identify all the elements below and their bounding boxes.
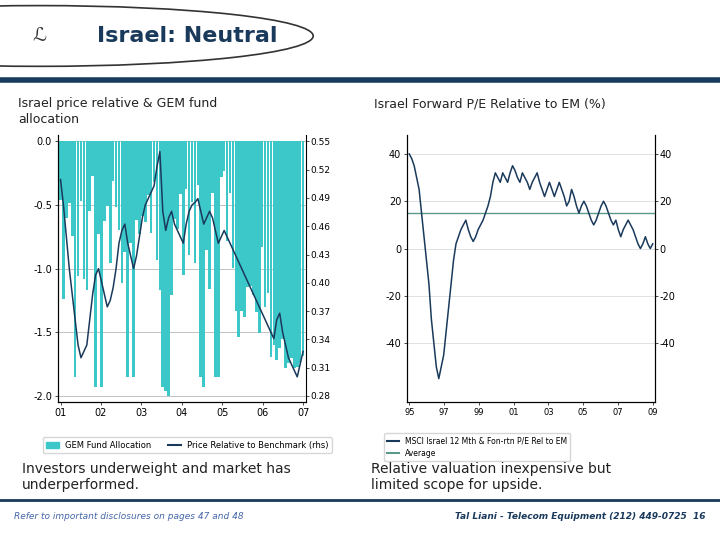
Bar [138, 141, 140, 234]
Bar [185, 141, 187, 188]
Bar [77, 141, 79, 275]
Bar [211, 141, 214, 193]
Bar [284, 141, 287, 368]
Bar [255, 141, 258, 312]
Text: Tal Liani - Telecom Equipment (212) 449-0725  16: Tal Liani - Telecom Equipment (212) 449-… [455, 512, 706, 521]
Bar [290, 141, 293, 358]
Bar [249, 141, 252, 286]
Text: ℒ: ℒ [32, 26, 47, 45]
Bar [223, 141, 225, 171]
Bar [74, 141, 76, 377]
Text: Relative valuation inexpensive but
limited scope for upside.: Relative valuation inexpensive but limit… [371, 462, 611, 492]
Bar [65, 141, 68, 218]
Text: Investors underweight and market has
underperformed.: Investors underweight and market has und… [22, 462, 290, 492]
Bar [59, 141, 62, 200]
Bar [246, 141, 249, 287]
Bar [170, 141, 173, 295]
Text: Israel: Neutral: Israel: Neutral [97, 26, 278, 46]
Bar [83, 141, 85, 279]
Bar [287, 141, 289, 363]
Bar [174, 141, 176, 219]
Bar [197, 141, 199, 185]
Bar [179, 141, 181, 193]
Bar [120, 141, 123, 283]
Bar [188, 141, 190, 255]
Bar [261, 141, 264, 247]
Bar [161, 141, 164, 387]
Bar [68, 141, 71, 203]
Bar [258, 141, 261, 333]
Bar [264, 141, 266, 307]
Bar [302, 141, 305, 356]
Bar [199, 141, 202, 377]
Bar [176, 141, 179, 230]
Bar [164, 141, 167, 391]
Bar [266, 141, 269, 293]
Bar [150, 141, 153, 233]
Bar [158, 141, 161, 289]
Bar [238, 141, 240, 337]
Bar [112, 141, 114, 180]
Legend: GEM Fund Allocation, Price Relative to Benchmark (rhs): GEM Fund Allocation, Price Relative to B… [42, 437, 332, 453]
Bar [89, 141, 91, 211]
Bar [208, 141, 211, 289]
Legend: MSCI Israel 12 Mth & Fon-rtn P/E Rel to EM, Average: MSCI Israel 12 Mth & Fon-rtn P/E Rel to … [384, 433, 570, 461]
Text: Israel Forward P/E Relative to EM (%): Israel Forward P/E Relative to EM (%) [374, 97, 606, 110]
Bar [135, 141, 138, 220]
Bar [147, 141, 150, 195]
Bar [144, 141, 147, 222]
Bar [273, 141, 275, 345]
Bar [117, 141, 120, 230]
Bar [127, 141, 129, 377]
Text: Israel price relative & GEM fund
allocation: Israel price relative & GEM fund allocat… [18, 97, 217, 126]
Text: Refer to important disclosures on pages 47 and 48: Refer to important disclosures on pages … [14, 512, 244, 521]
Bar [202, 141, 205, 387]
Bar [182, 141, 184, 275]
Bar [100, 141, 103, 387]
Bar [226, 141, 228, 241]
Bar [109, 141, 112, 263]
Bar [276, 141, 278, 360]
Bar [156, 141, 158, 260]
Bar [232, 141, 234, 268]
Bar [124, 141, 126, 252]
Bar [86, 141, 88, 290]
Bar [282, 141, 284, 339]
Bar [130, 141, 132, 244]
Bar [243, 141, 246, 316]
Bar [62, 141, 65, 299]
Bar [235, 141, 237, 311]
Bar [71, 141, 73, 236]
Bar [141, 141, 144, 216]
Bar [114, 141, 117, 207]
Bar [293, 141, 296, 368]
Bar [153, 141, 156, 181]
Bar [194, 141, 197, 262]
Bar [240, 141, 243, 311]
Bar [252, 141, 255, 294]
Bar [167, 141, 170, 396]
Bar [217, 141, 220, 377]
Bar [205, 141, 208, 250]
Bar [106, 141, 109, 206]
Bar [191, 141, 194, 202]
Bar [279, 141, 281, 348]
Bar [214, 141, 217, 377]
Bar [299, 141, 302, 363]
Bar [80, 141, 82, 201]
Bar [229, 141, 231, 193]
Bar [220, 141, 222, 177]
Bar [132, 141, 135, 377]
Bar [91, 141, 94, 176]
Bar [296, 141, 299, 367]
Bar [269, 141, 272, 357]
Bar [97, 141, 100, 234]
Bar [94, 141, 97, 387]
Bar [103, 141, 106, 221]
